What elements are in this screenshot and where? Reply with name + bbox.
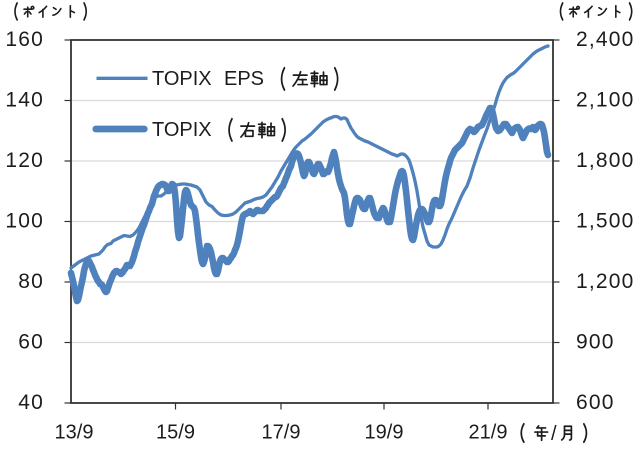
svg-text:/: /	[551, 423, 557, 445]
svg-text:19/9: 19/9	[365, 422, 404, 444]
svg-text:EPS: EPS	[224, 68, 264, 90]
svg-text:TOPIX: TOPIX	[152, 119, 212, 141]
svg-text:17/9: 17/9	[262, 422, 301, 444]
svg-text:160: 160	[5, 28, 44, 51]
svg-text:21/9: 21/9	[469, 422, 508, 444]
svg-text:1,200: 1,200	[576, 270, 635, 293]
svg-text:1,500: 1,500	[576, 209, 635, 232]
svg-text:100: 100	[5, 209, 44, 232]
svg-text:TOPIX: TOPIX	[152, 68, 212, 90]
svg-text:13/9: 13/9	[55, 422, 94, 444]
svg-text:1,800: 1,800	[576, 149, 635, 172]
svg-text:2,400: 2,400	[576, 28, 635, 51]
svg-text:15/9: 15/9	[156, 422, 195, 444]
svg-text:40: 40	[18, 391, 44, 414]
svg-text:900: 900	[576, 330, 615, 353]
svg-text:600: 600	[576, 391, 615, 414]
svg-text:140: 140	[5, 88, 44, 111]
svg-text:120: 120	[5, 149, 44, 172]
svg-text:2,100: 2,100	[576, 88, 635, 111]
svg-text:60: 60	[18, 330, 44, 353]
svg-text:80: 80	[18, 270, 44, 293]
